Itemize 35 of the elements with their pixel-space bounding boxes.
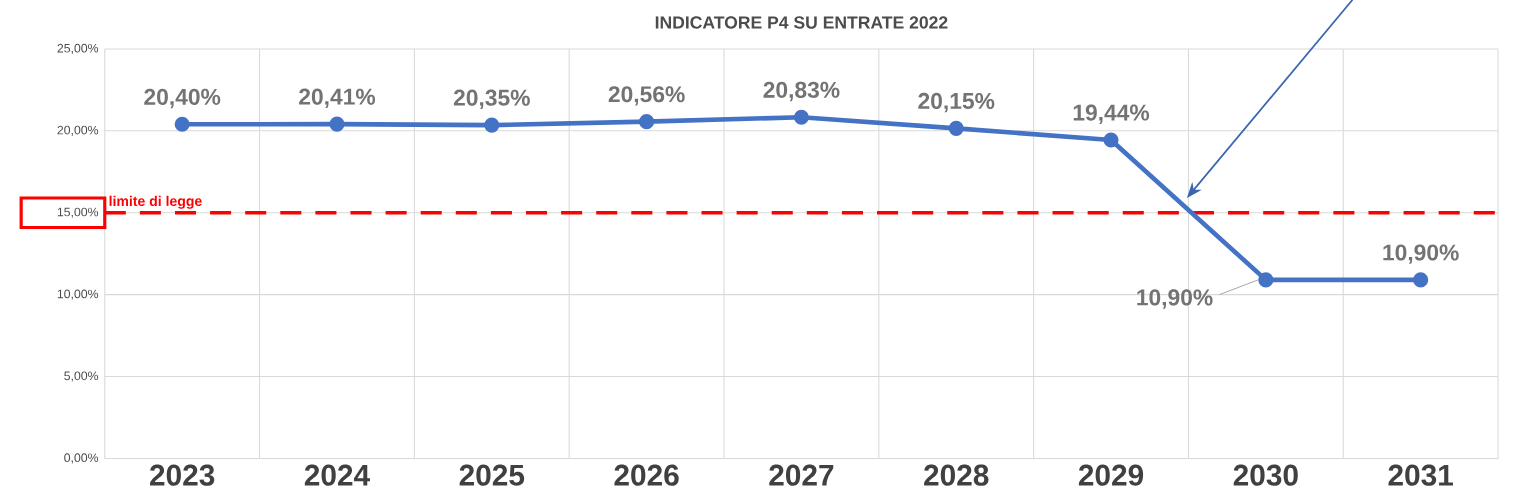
data-label: 20,83% xyxy=(763,81,840,102)
chart-title: INDICATORE P4 SU ENTRATE 2022 xyxy=(655,16,948,29)
y-tick-label: 5,00% xyxy=(64,371,99,382)
point xyxy=(639,113,655,130)
x-tick-label: 2029 xyxy=(1078,464,1144,486)
data-label: 20,35% xyxy=(453,89,530,109)
data-label: 10,90% xyxy=(1137,289,1213,309)
point xyxy=(793,109,809,125)
ref-line-label: limite di legge xyxy=(109,195,202,209)
x-tick-label: 2028 xyxy=(924,464,989,486)
point xyxy=(484,117,500,133)
x-tick-label: 2027 xyxy=(769,464,834,486)
x-tick-label: 2024 xyxy=(304,464,370,486)
y-tick-label: 15,00% xyxy=(57,207,99,218)
data-label: 10,90% xyxy=(1383,244,1459,264)
y-tick-label: 10,00% xyxy=(57,289,99,300)
data-label: 20,41% xyxy=(299,88,376,108)
point xyxy=(329,116,345,132)
point xyxy=(1103,132,1119,148)
x-tick-label: 2025 xyxy=(459,464,525,486)
x-tick-label: 2031 xyxy=(1388,464,1453,486)
y-tick-label: 0,00% xyxy=(64,453,99,464)
data-label: 20,40% xyxy=(144,88,221,109)
point xyxy=(948,120,964,136)
point xyxy=(1258,272,1274,288)
x-tick-label: 2026 xyxy=(614,464,679,486)
x-tick-label: 2030 xyxy=(1233,464,1298,486)
x-tick-label: 2023 xyxy=(150,464,215,486)
point xyxy=(1413,272,1429,288)
data-label: 20,56% xyxy=(608,85,685,106)
y-tick-label: 25,00% xyxy=(57,43,99,54)
y-tick-label: 20,00% xyxy=(57,125,99,136)
data-label: 19,44% xyxy=(1073,104,1150,124)
point xyxy=(174,116,190,132)
data-label: 20,15% xyxy=(918,92,995,113)
